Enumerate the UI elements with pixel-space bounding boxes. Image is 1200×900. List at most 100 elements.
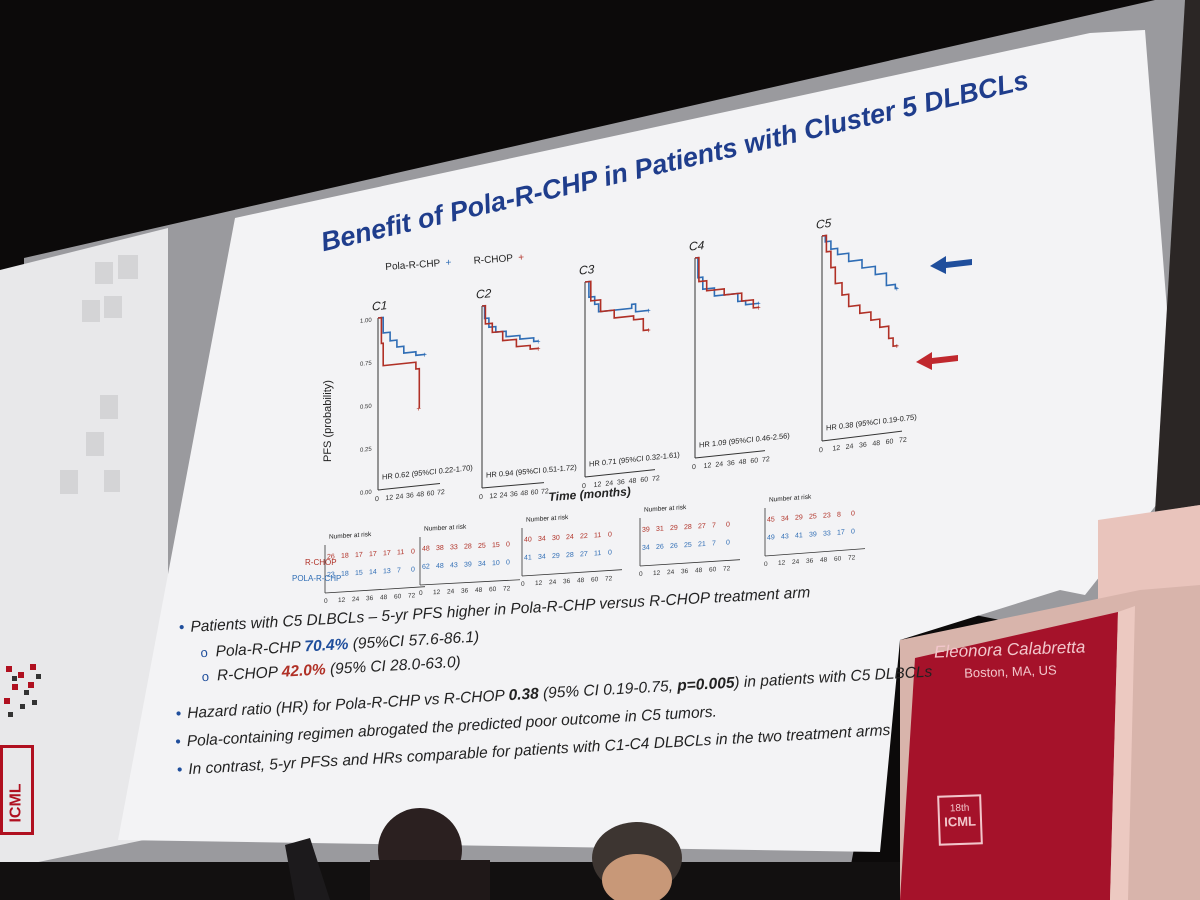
x-tick-label: 48 (872, 440, 880, 448)
at-risk-pola-value: 21 (698, 541, 706, 548)
x-tick-label: 0 (375, 496, 379, 503)
at-risk-pola-value: 0 (851, 528, 855, 535)
x-tick-label: 24 (715, 461, 723, 469)
at-risk-rchop-value: 0 (411, 548, 415, 555)
at-risk-pola-value: 0 (411, 566, 415, 573)
at-risk-rchop-value: 8 (837, 511, 841, 518)
x-tick-label: 36 (859, 442, 867, 450)
x-tick-label: 36 (727, 460, 735, 468)
at-risk-pola-value: 43 (450, 562, 458, 569)
number-at-risk-table: Number at risk 39 31 29 28 27 7 0 34 26 26 25 21 7 0 0 1… (639, 504, 740, 578)
at-risk-pola-value: 15 (355, 570, 363, 577)
at-risk-x-tick: 36 (681, 568, 689, 575)
x-tick-label: 48 (739, 459, 747, 467)
x-tick-label: 72 (652, 475, 660, 483)
x-tick-label: 72 (437, 489, 445, 497)
at-risk-rchop-value: 17 (369, 551, 377, 558)
at-risk-rchop-value: 22 (580, 533, 588, 540)
at-risk-rchop-value: 31 (656, 526, 664, 533)
x-tick-label: 24 (846, 443, 854, 451)
at-risk-pola-value: 13 (383, 568, 391, 575)
red-arrow-icon (916, 352, 958, 370)
at-risk-pola-value: 28 (566, 552, 574, 559)
at-risk-pola-value: 62 (422, 563, 430, 570)
at-risk-pola-value: 41 (795, 532, 803, 540)
at-risk-pola-value: 7 (397, 567, 401, 574)
at-risk-rchop-value: 0 (726, 521, 730, 528)
x-tick-label: 72 (899, 437, 907, 445)
at-risk-x-tick: 12 (433, 589, 441, 596)
at-risk-pola-value: 33 (823, 530, 831, 538)
x-tick-label: 0 (479, 494, 483, 501)
number-at-risk-table: Number at risk 40 34 30 24 22 11 0 41 34 29 28 27 11 0… (521, 514, 622, 588)
x-tick-label: 12 (489, 493, 497, 501)
km-curve-rchop (378, 316, 421, 409)
at-risk-rchop-value: 15 (492, 542, 500, 549)
at-risk-rchop-value: 33 (450, 544, 458, 551)
at-risk-axis (325, 586, 425, 594)
x-tick-label: 36 (406, 492, 414, 500)
at-risk-x-tick: 72 (503, 585, 511, 592)
panel-title: C5 (816, 216, 832, 232)
x-tick-label: 12 (704, 462, 712, 470)
at-risk-pola-value: 10 (492, 560, 500, 567)
km-curve-pola (585, 280, 650, 313)
x-tick-label: 60 (750, 457, 758, 465)
at-risk-rchop-value: 29 (795, 514, 803, 522)
at-risk-x-tick: 60 (394, 593, 402, 600)
x-tick-label: 0 (692, 464, 696, 471)
at-risk-rchop-value: 26 (327, 553, 335, 560)
x-tick-label: 24 (500, 492, 508, 500)
at-risk-rchop-value: 0 (608, 531, 612, 538)
at-risk-x-tick: 24 (667, 569, 675, 576)
x-tick-label: 0 (819, 447, 823, 454)
at-risk-pola-value: 49 (767, 534, 775, 542)
at-risk-rchop-value: 34 (781, 515, 789, 523)
at-risk-x-tick: 48 (820, 556, 828, 564)
at-risk-pola-value: 41 (524, 554, 532, 561)
at-risk-pola-value: 11 (594, 550, 601, 557)
at-risk-rchop-value: 24 (566, 534, 574, 541)
censor-mark: + (756, 299, 761, 308)
at-risk-pola-value: 25 (684, 542, 692, 549)
at-risk-pola-value: 29 (552, 553, 560, 560)
at-risk-pola-value: 43 (781, 533, 789, 541)
at-risk-rchop-value: 40 (524, 536, 532, 543)
at-risk-x-tick: 60 (709, 566, 717, 573)
at-risk-rchop-value: 28 (684, 524, 692, 531)
at-risk-rchop-value: 29 (670, 525, 678, 532)
censor-mark: + (422, 350, 427, 359)
at-risk-pola-value: 39 (464, 561, 472, 568)
y-tick-label: 0.75 (360, 361, 372, 368)
km-curve-rchop (822, 234, 898, 348)
at-risk-rchop-value: 18 (341, 553, 349, 560)
panel-title: C2 (476, 286, 492, 301)
x-tick-label: 0 (582, 483, 586, 490)
x-axis-line (585, 469, 655, 478)
at-risk-x-tick: 0 (419, 590, 423, 597)
at-risk-pola-value: 0 (726, 539, 730, 546)
at-risk-rchop-value: 17 (355, 552, 363, 559)
at-risk-pola-value: 18 (341, 571, 349, 578)
at-risk-x-tick: 60 (834, 555, 842, 563)
panel-title: C4 (689, 238, 705, 254)
at-risk-axis (640, 559, 740, 567)
at-risk-rchop-value: 27 (698, 523, 706, 530)
at-risk-pola-value: 14 (369, 569, 377, 576)
at-risk-header: Number at risk (329, 531, 372, 541)
at-risk-x-tick: 0 (639, 571, 643, 578)
at-risk-pola-value: 34 (478, 561, 486, 568)
panel-title: C3 (579, 262, 595, 278)
km-curve-rchop (695, 256, 760, 309)
x-tick-label: 60 (640, 476, 648, 484)
at-risk-x-tick: 60 (489, 586, 497, 593)
at-risk-rchop-value: 0 (851, 510, 855, 517)
at-risk-x-tick: 24 (792, 558, 800, 566)
x-tick-label: 48 (520, 490, 528, 498)
x-axis-line (695, 450, 765, 459)
y-tick-label: 0.00 (360, 490, 372, 497)
at-risk-x-tick: 48 (695, 567, 703, 574)
x-tick-label: 48 (416, 491, 424, 499)
